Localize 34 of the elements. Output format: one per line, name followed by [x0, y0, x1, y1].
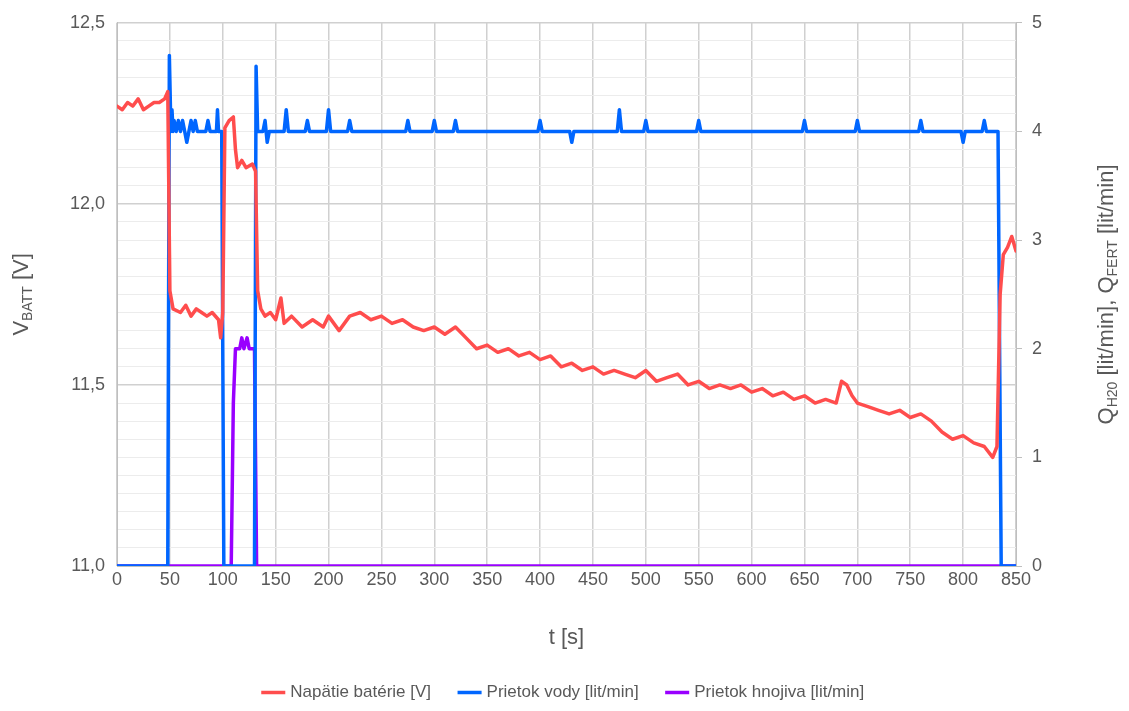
x-tick-label: 550	[683, 568, 714, 589]
x-tick-label: 600	[736, 568, 767, 589]
legend-label: Prietok hnojiva [lit/min]	[694, 682, 865, 702]
x-tick-label: 50	[159, 568, 180, 589]
y2-tick-label: 4	[1032, 120, 1043, 141]
x-tick-label: 300	[419, 568, 450, 589]
x-tick-label: 750	[895, 568, 926, 589]
x-axis-title: t [s]	[548, 624, 585, 650]
x-tick-label: 500	[630, 568, 661, 589]
x-tick-label: 800	[948, 568, 979, 589]
y-tick-label: 11,0	[71, 554, 105, 575]
y2-tick-label: 3	[1032, 229, 1043, 250]
y-tick-label: 12,5	[69, 11, 105, 32]
y2-axis-title: QH20 [lit/min], QFERT [lit/min]	[1093, 164, 1121, 425]
y-axis-title: VBATT [V]	[8, 253, 36, 336]
y2-tick-label: 5	[1032, 11, 1043, 32]
x-tick-label: 200	[313, 568, 344, 589]
legend-label: Napätie batérie [V]	[290, 682, 432, 702]
y2-tick-label: 2	[1032, 337, 1043, 358]
y-tick-label: 12,0	[69, 192, 105, 213]
x-tick-label: 350	[472, 568, 503, 589]
y-tick-label: 11,5	[71, 373, 105, 394]
legend-label: Prietok vody [lit/min]	[486, 682, 639, 702]
x-tick-label: 850	[1000, 568, 1032, 589]
x-tick-label: 250	[366, 568, 397, 589]
x-tick-label: 650	[789, 568, 820, 589]
x-tick-label: 450	[577, 568, 608, 589]
x-tick-label: 100	[207, 568, 238, 589]
x-tick-label: 0	[111, 568, 123, 589]
y2-tick-label: 0	[1032, 554, 1043, 575]
x-tick-label: 700	[842, 568, 873, 589]
x-tick-label: 150	[260, 568, 291, 589]
y2-tick-label: 1	[1032, 446, 1043, 467]
x-tick-label: 400	[525, 568, 556, 589]
